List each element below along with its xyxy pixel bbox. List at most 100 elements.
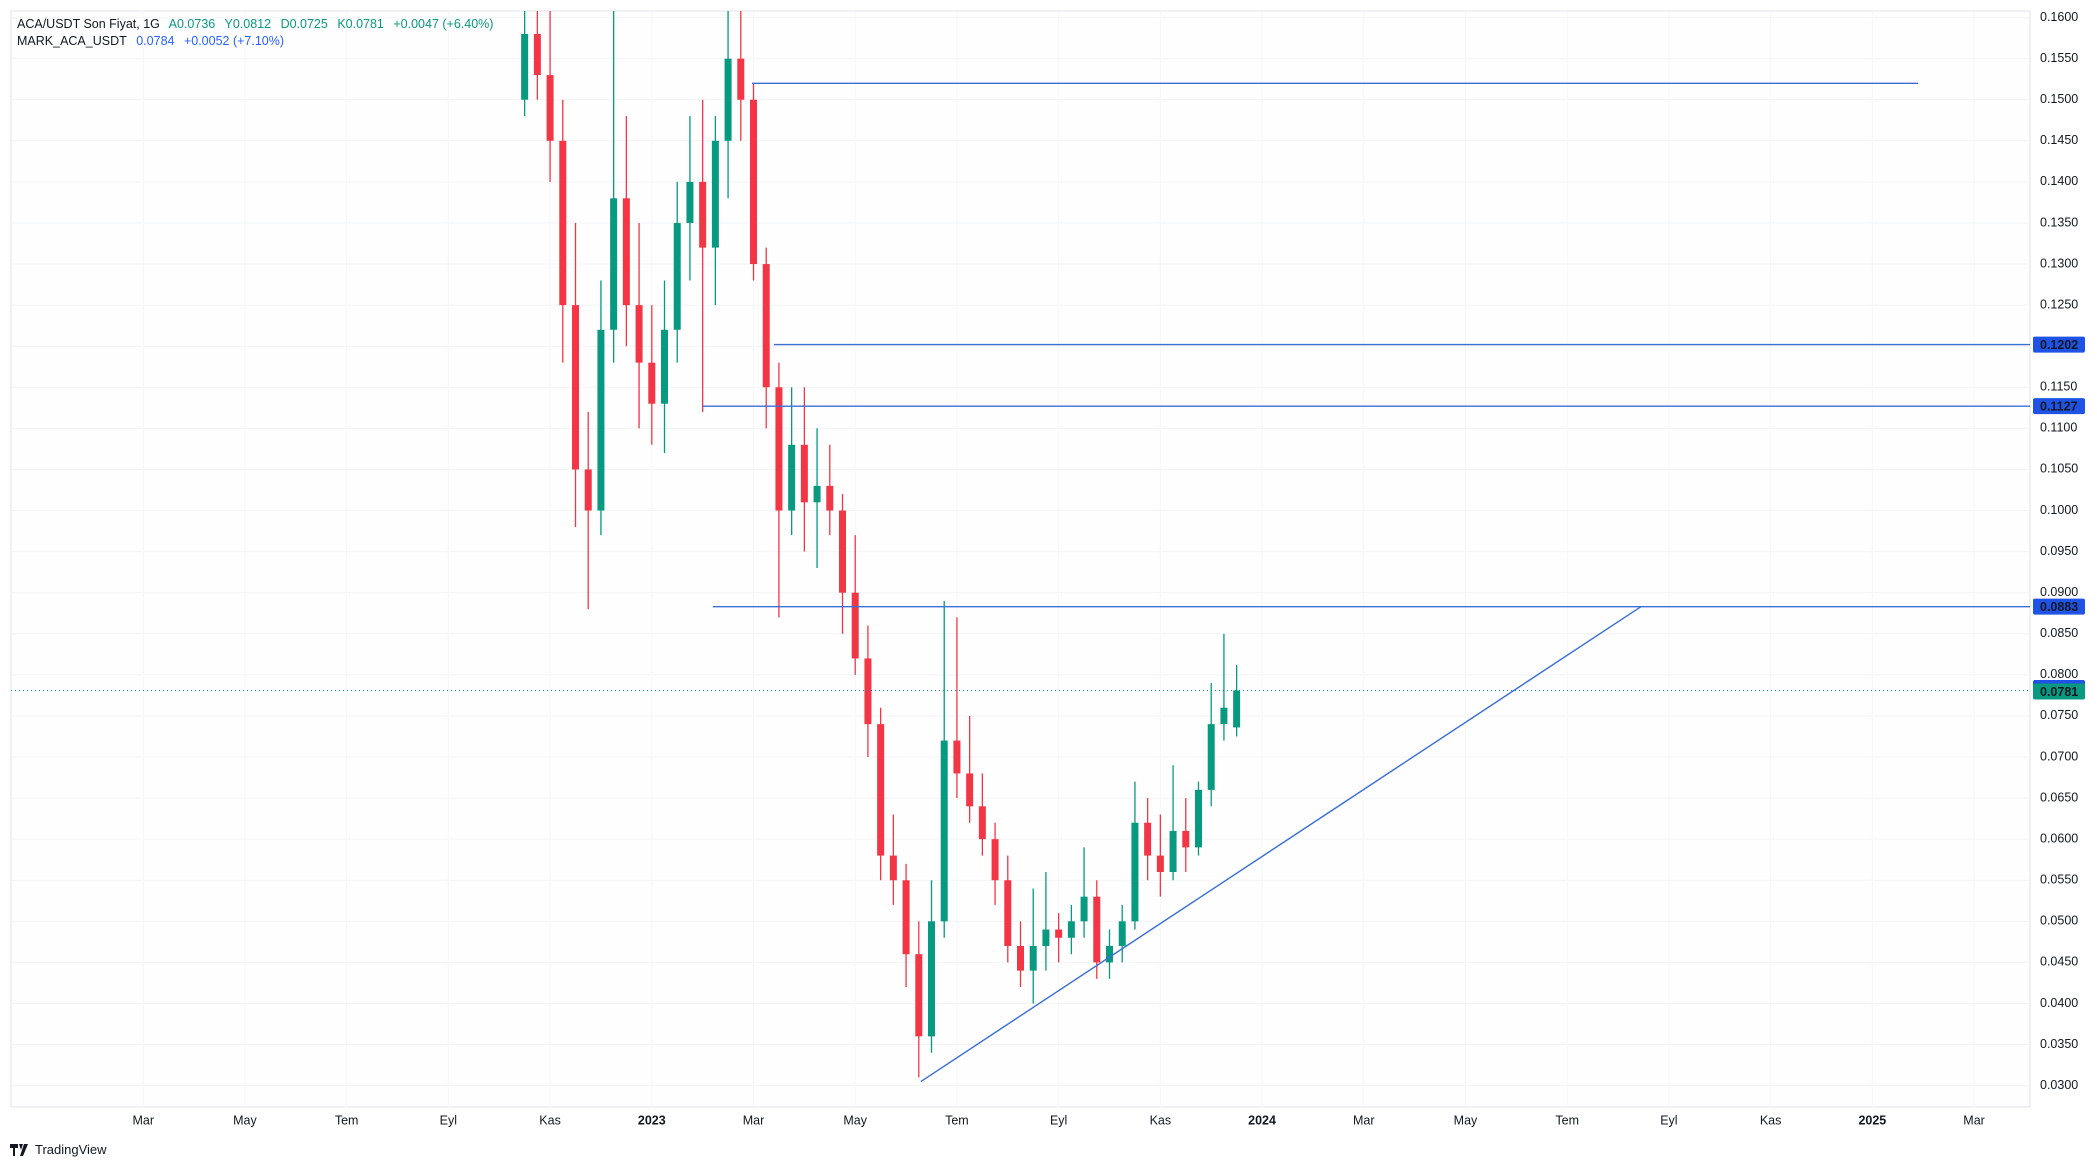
price-label: 0.1202 [2040, 338, 2078, 352]
candle-body [1118, 921, 1126, 946]
ohlc-close: K0.0781 [337, 17, 384, 31]
x-tick-label: 2024 [1248, 1113, 1276, 1127]
mark-symbol[interactable]: MARK_ACA_USDT [17, 34, 127, 48]
ohlc-low: D0.0725 [280, 17, 328, 31]
candle-body [915, 954, 923, 1037]
x-tick-label: Mar [1963, 1113, 1985, 1127]
footer: TradingView [10, 1142, 107, 1157]
candle-body [991, 839, 999, 881]
candle-body [559, 140, 567, 306]
x-tick-label: Tem [335, 1113, 359, 1127]
y-tick-label: 0.0900 [2040, 585, 2078, 599]
candle-body [864, 658, 872, 725]
y-tick-label: 0.0850 [2040, 626, 2078, 640]
candle-body [686, 181, 694, 223]
mark-change: +0.0052 (+7.10%) [183, 34, 285, 48]
y-tick-label: 0.0700 [2040, 749, 2078, 763]
header-row: MARK_ACA_USDT 0.0784 +0.0052 (+7.10%) [17, 33, 499, 50]
y-tick-label: 0.0650 [2040, 790, 2078, 804]
price-label-box [2033, 336, 2085, 353]
symbol-title[interactable]: ACA/USDT Son Fiyat, 1G [17, 17, 160, 31]
candle-body [839, 510, 846, 593]
y-tick-label: 0.0500 [2040, 914, 2078, 928]
change: +0.0047 (+6.40%) [393, 17, 494, 31]
y-tick-label: 0.1500 [2040, 92, 2078, 106]
candle-body [661, 329, 669, 404]
candle-body [1106, 945, 1113, 963]
candle-body [1093, 896, 1101, 963]
candle-body [648, 362, 656, 404]
candle-body [521, 34, 529, 100]
x-tick-label: Eyl [1660, 1113, 1677, 1127]
brand[interactable]: TradingView [35, 1142, 107, 1157]
y-tick-label: 0.0400 [2040, 996, 2078, 1010]
candle-body [1067, 921, 1075, 938]
candle-body [699, 181, 707, 248]
x-tick-label: Eyl [440, 1113, 457, 1127]
candle-body [622, 198, 630, 306]
candle-body [902, 880, 910, 955]
header-row: ACA/USDT Son Fiyat, 1G A0.0736 Y0.0812 D… [17, 16, 499, 33]
y-tick-label: 0.0800 [2040, 667, 2078, 681]
y-tick-label: 0.0950 [2040, 544, 2078, 558]
candle-body [1220, 707, 1228, 725]
candle-body [877, 724, 885, 856]
candle-body [546, 75, 554, 141]
candle-body [1029, 945, 1037, 971]
candle-body [533, 34, 541, 76]
candle-body [1042, 929, 1050, 946]
candle-body [724, 58, 732, 141]
x-tick-label: Tem [945, 1113, 969, 1127]
candle-body [711, 140, 719, 248]
candle-body [1169, 830, 1177, 873]
x-tick-label: Mar [1353, 1113, 1375, 1127]
y-tick-label: 0.0350 [2040, 1037, 2078, 1051]
y-tick-label: 0.0750 [2040, 708, 2078, 722]
candle-body [788, 444, 796, 511]
x-tick-label: Kas [1760, 1113, 1782, 1127]
x-tick-label: Kas [1150, 1113, 1172, 1127]
x-tick-label: 2025 [1858, 1113, 1886, 1127]
candle-body [813, 485, 821, 503]
x-tick-label: Mar [132, 1113, 154, 1127]
price-label-box [2033, 398, 2085, 415]
candle-body [1144, 822, 1152, 856]
logo[interactable] [10, 1143, 30, 1156]
candle-body [851, 592, 859, 659]
candle-body [1182, 830, 1190, 848]
y-tick-label: 0.1600 [2040, 10, 2078, 24]
candle-body [940, 740, 948, 922]
trendline [920, 606, 1642, 1083]
y-tick-label: 0.0450 [2040, 955, 2078, 969]
candle-body [597, 329, 605, 511]
y-tick-label: 0.1350 [2040, 215, 2078, 229]
candle-body [1131, 822, 1139, 922]
y-tick-label: 0.0550 [2040, 873, 2078, 887]
price-label-box [2033, 683, 2085, 700]
x-tick-label: Mar [743, 1113, 765, 1127]
candle-body [1004, 880, 1012, 946]
y-tick-label: 0.1150 [2040, 380, 2077, 394]
candle-body [1017, 945, 1024, 971]
y-tick-label: 0.1100 [2040, 421, 2077, 435]
y-tick-label: 0.1300 [2040, 256, 2078, 270]
candle-body [635, 305, 643, 363]
plot [11, 11, 2030, 1107]
ohlc-open: A0.0736 [168, 17, 216, 31]
candle-body [1156, 855, 1164, 873]
candle-body [1080, 896, 1088, 922]
candle-body [953, 740, 961, 774]
candle-body [737, 58, 745, 100]
x-tick-label: Eyl [1050, 1113, 1067, 1127]
mark-price: 0.0784 [136, 34, 175, 48]
price-label-box [2033, 598, 2085, 615]
legend-header: ACA/USDT Son Fiyat, 1G A0.0736 Y0.0812 D… [17, 16, 499, 50]
candle-body [978, 806, 986, 840]
y-tick-label: 0.1400 [2040, 174, 2078, 188]
candle-body [775, 387, 783, 511]
candle-body [928, 921, 935, 1037]
candle-body [750, 99, 758, 265]
candle-body [610, 198, 618, 330]
